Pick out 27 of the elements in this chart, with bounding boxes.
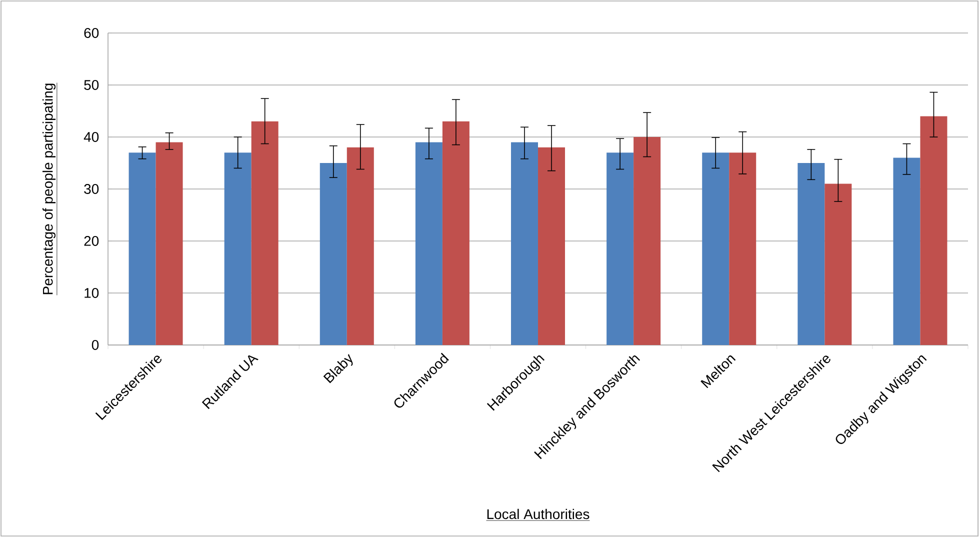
y-tick-label: 0 [92, 340, 99, 350]
y-tick-label: 60 [84, 28, 99, 38]
y-tick-label: 40 [84, 132, 99, 142]
y-tick-label: 20 [84, 236, 99, 246]
bar [606, 152, 634, 345]
bar [156, 142, 183, 345]
bar [442, 121, 470, 345]
y-tick-label: 30 [84, 184, 99, 194]
bar [128, 152, 156, 345]
bar [729, 152, 756, 345]
y-tick-label: 10 [84, 288, 99, 298]
bar [798, 162, 825, 345]
bar [415, 142, 442, 345]
bar [346, 147, 374, 345]
y-tick-label: 50 [84, 80, 99, 90]
bar [320, 162, 347, 345]
bar [893, 158, 920, 345]
bar [511, 142, 538, 345]
y-axis-title: Percentage of people participating [42, 84, 56, 294]
bar [224, 152, 252, 345]
x-axis-title: Local Authorities [487, 508, 590, 520]
bar [824, 184, 852, 345]
bar [538, 147, 566, 345]
bar [634, 136, 661, 345]
bar [702, 152, 730, 345]
bar [920, 116, 948, 345]
bar [251, 121, 278, 345]
